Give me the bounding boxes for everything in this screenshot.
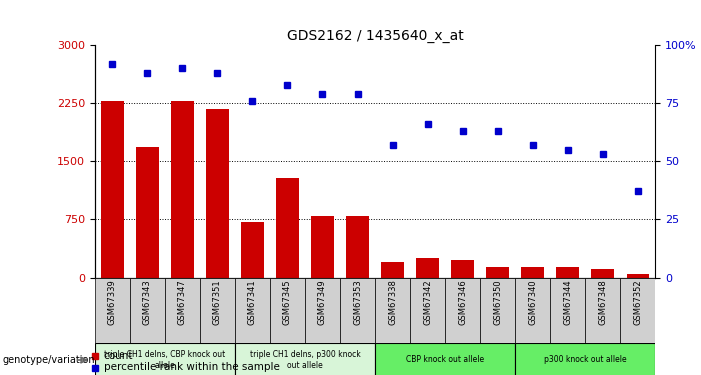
Text: GSM67349: GSM67349 (318, 279, 327, 325)
Bar (550, 278, 585, 343)
Bar (346, 216, 369, 278)
Text: GSM67343: GSM67343 (143, 279, 151, 325)
Bar (241, 222, 264, 278)
Bar (522, 267, 544, 278)
Bar (206, 108, 229, 278)
Text: triple CH1 delns, CBP knock out
allele: triple CH1 delns, CBP knock out allele (104, 350, 225, 370)
Bar (276, 178, 299, 278)
Text: GSM67338: GSM67338 (388, 279, 397, 326)
Text: count: count (104, 351, 133, 361)
Text: genotype/variation: genotype/variation (2, 355, 95, 365)
Bar (515, 278, 550, 343)
Text: GSM67339: GSM67339 (108, 279, 116, 325)
Bar (486, 267, 509, 278)
Text: GSM67345: GSM67345 (283, 279, 292, 325)
Bar (592, 269, 614, 278)
Bar (416, 258, 439, 278)
Bar (235, 343, 375, 375)
Bar (171, 101, 193, 278)
Text: GSM67351: GSM67351 (213, 279, 222, 325)
Bar (95, 343, 235, 375)
Bar (130, 278, 165, 343)
Text: p300 knock out allele: p300 knock out allele (544, 356, 627, 364)
Text: GSM67340: GSM67340 (529, 279, 537, 325)
Text: GSM67344: GSM67344 (564, 279, 572, 325)
Text: GSM67353: GSM67353 (353, 279, 362, 325)
Bar (136, 147, 158, 278)
Bar (235, 278, 270, 343)
Bar (627, 274, 649, 278)
Title: GDS2162 / 1435640_x_at: GDS2162 / 1435640_x_at (287, 28, 463, 43)
Bar (620, 278, 655, 343)
Bar (95, 278, 130, 343)
Text: triple CH1 delns, p300 knock
out allele: triple CH1 delns, p300 knock out allele (250, 350, 360, 370)
Bar (165, 278, 200, 343)
Bar (200, 278, 235, 343)
Text: GSM67352: GSM67352 (634, 279, 642, 325)
Text: GSM67342: GSM67342 (423, 279, 432, 325)
Bar (480, 278, 515, 343)
Bar (585, 278, 620, 343)
Text: GSM67347: GSM67347 (178, 279, 186, 325)
Bar (375, 343, 515, 375)
Text: GSM67346: GSM67346 (458, 279, 467, 325)
Bar (410, 278, 445, 343)
Bar (340, 278, 375, 343)
Text: GSM67341: GSM67341 (248, 279, 257, 325)
Bar (270, 278, 305, 343)
Text: CBP knock out allele: CBP knock out allele (406, 356, 484, 364)
Bar (311, 216, 334, 278)
Bar (381, 262, 404, 278)
Bar (451, 261, 474, 278)
Text: GSM67348: GSM67348 (599, 279, 607, 325)
Bar (515, 343, 655, 375)
Bar (375, 278, 410, 343)
Bar (557, 267, 579, 278)
Bar (305, 278, 340, 343)
Bar (101, 101, 123, 278)
Text: percentile rank within the sample: percentile rank within the sample (104, 363, 280, 372)
Text: GSM67350: GSM67350 (494, 279, 502, 325)
Bar (445, 278, 480, 343)
